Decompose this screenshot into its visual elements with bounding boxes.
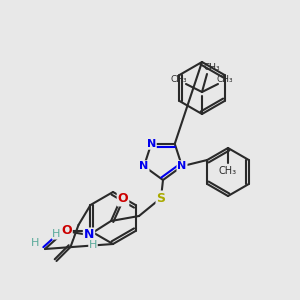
Text: N: N [147, 139, 156, 149]
Text: CH₃: CH₃ [219, 166, 237, 176]
Text: N: N [84, 229, 94, 242]
Text: N: N [140, 161, 148, 171]
Text: CH₃: CH₃ [171, 76, 187, 85]
Text: N: N [60, 224, 70, 238]
Text: H: H [52, 229, 61, 239]
Text: H: H [89, 240, 97, 250]
Text: O: O [61, 224, 72, 238]
Text: S: S [157, 191, 166, 205]
Text: O: O [118, 193, 128, 206]
Text: CH₃: CH₃ [204, 62, 220, 71]
Text: CH₃: CH₃ [217, 76, 233, 85]
Text: N: N [177, 161, 187, 171]
Text: H: H [31, 238, 39, 248]
